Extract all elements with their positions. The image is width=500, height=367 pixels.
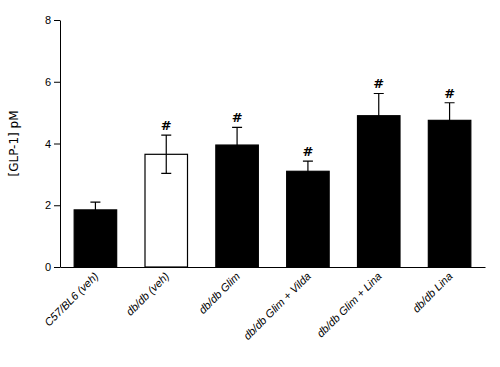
y-tick: 6 [45, 76, 60, 88]
bar [287, 171, 330, 267]
y-tick-label: 4 [45, 138, 51, 150]
y-tick-mark [54, 20, 60, 21]
y-tick: 4 [45, 138, 60, 150]
significance-marker: # [444, 86, 455, 101]
significance-marker: # [302, 144, 313, 159]
y-tick-mark [54, 267, 60, 268]
significance-marker: # [373, 76, 384, 91]
error-bar [445, 103, 455, 138]
bar [216, 145, 258, 267]
x-tick: db/db (veh) [124, 270, 172, 318]
x-tick-label: C57/BL6 (veh) [42, 270, 101, 329]
x-tick: db/db Glim + Vilda [241, 270, 313, 342]
y-tick: 2 [45, 199, 60, 211]
y-axis-title: [GLP-1] pM [7, 110, 21, 176]
error-bar [303, 161, 313, 181]
x-tick-label: db/db Glim [196, 270, 242, 316]
x-tick-label: db/db Glim + Lina [314, 270, 384, 340]
marks [74, 93, 471, 267]
y-tick-label: 6 [45, 76, 51, 88]
x-tick: db/db Glim + Lina [314, 270, 384, 340]
y-tick-label: 0 [45, 261, 51, 273]
x-tick: db/db Glim [196, 270, 242, 316]
x-tick: db/db Lina [410, 270, 455, 315]
annotations: # # # # # [161, 76, 455, 159]
y-tick: 8 [45, 14, 60, 26]
y-tick-label: 2 [45, 199, 51, 211]
y-tick-mark [54, 82, 60, 83]
x-axis-line [61, 267, 486, 268]
x-axis: C57/BL6 (veh)db/db (veh)db/db Glimdb/db … [42, 268, 486, 342]
error-bar [374, 93, 384, 137]
significance-marker: # [161, 118, 172, 133]
y-tick-label: 8 [45, 14, 51, 26]
x-tick-label: db/db Glim + Vilda [241, 270, 313, 342]
y-tick-mark [54, 144, 60, 145]
y-axis: 0 2 4 6 8 [45, 14, 61, 273]
significance-marker: # [232, 110, 243, 125]
error-bar [161, 135, 171, 173]
bar [428, 120, 471, 267]
error-bar [90, 202, 100, 217]
x-tick-label: db/db (veh) [124, 270, 172, 318]
x-tick: C57/BL6 (veh) [42, 270, 101, 329]
y-tick-mark [54, 205, 60, 206]
y-tick: 0 [45, 261, 60, 273]
plot: # # # # #0 2 4 6 8 C57/BL6 (veh) db/db (veh) db/db … [7, 14, 486, 342]
y-axis-line [60, 21, 61, 268]
error-bar [232, 127, 242, 162]
bar [74, 210, 117, 267]
chart: # # # # #0 2 4 6 8 C57/BL6 (veh) db/db (veh) db/db … [0, 0, 500, 367]
x-tick-label: db/db Lina [410, 270, 455, 315]
